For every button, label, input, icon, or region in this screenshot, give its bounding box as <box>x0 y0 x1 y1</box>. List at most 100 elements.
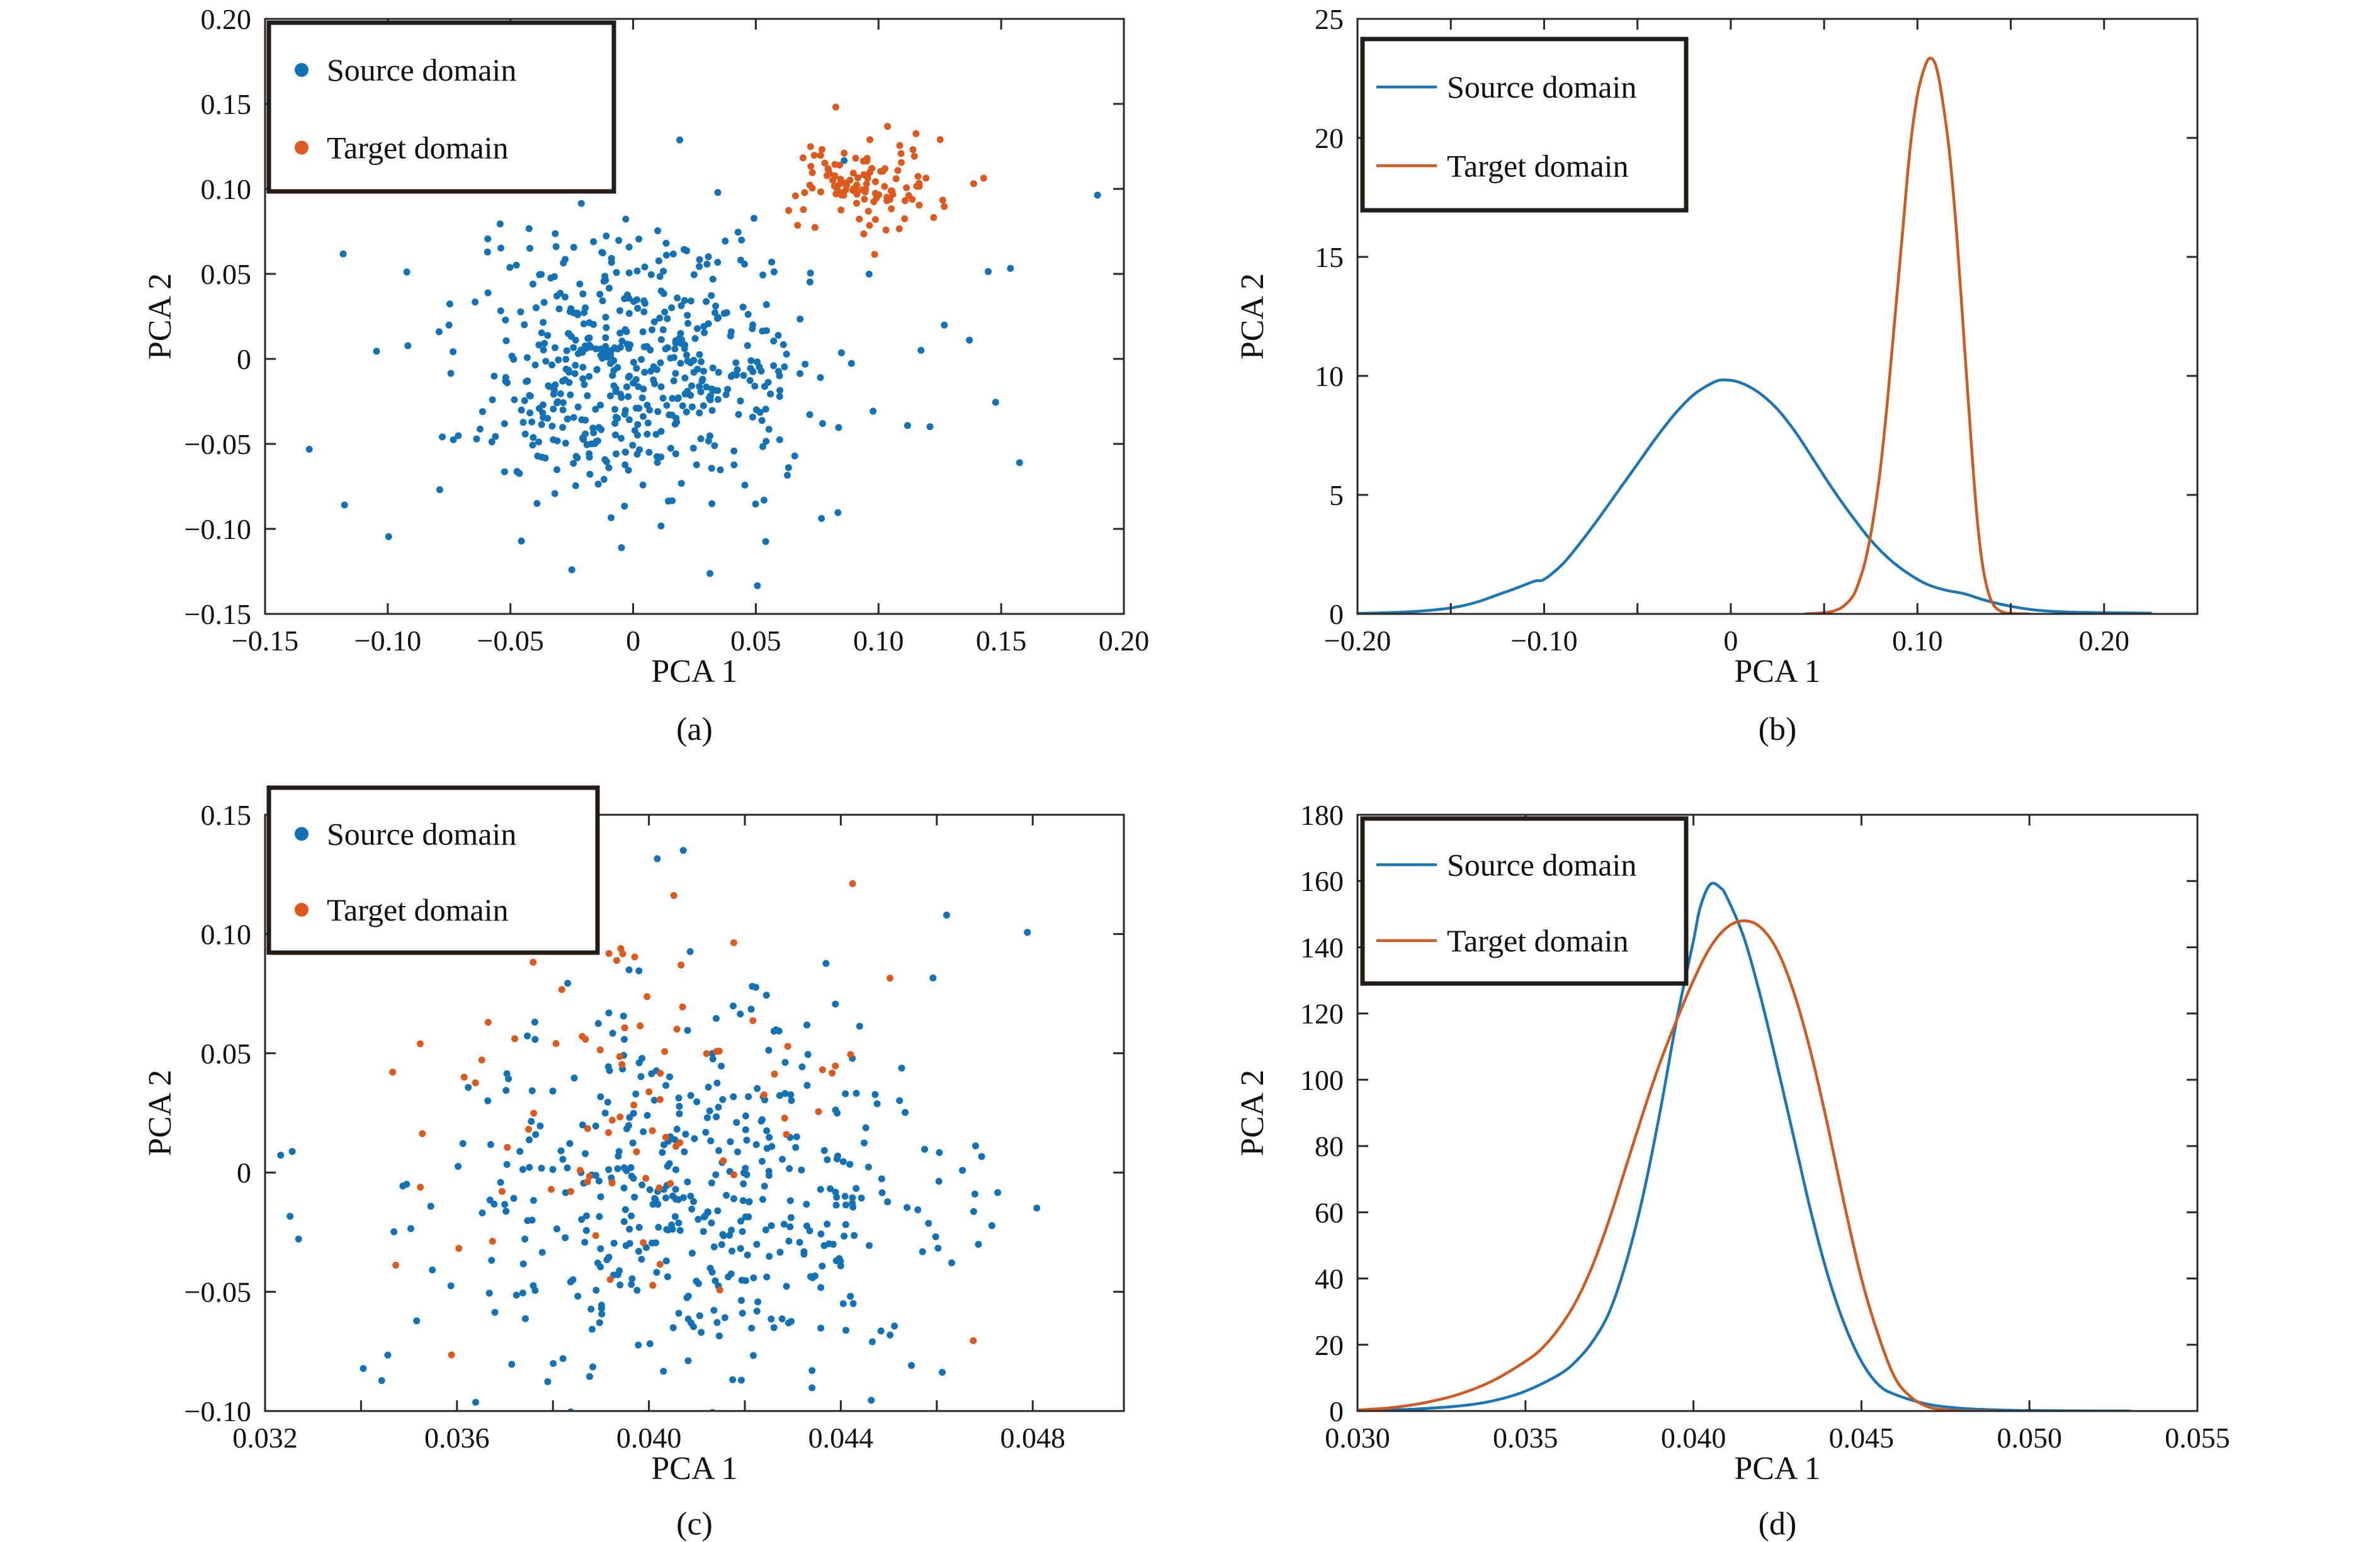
data-point <box>742 1126 749 1133</box>
data-point <box>871 251 878 258</box>
data-point <box>669 395 676 402</box>
data-point <box>632 404 640 412</box>
data-point <box>841 1193 849 1199</box>
data-point <box>657 383 665 390</box>
data-point <box>532 304 540 312</box>
data-point <box>436 486 443 494</box>
data-point <box>501 1200 509 1208</box>
data-point <box>485 1289 493 1296</box>
data-point <box>819 145 825 153</box>
data-point <box>631 953 638 960</box>
data-point <box>671 1213 679 1220</box>
data-point <box>804 1050 812 1058</box>
data-point <box>727 1138 734 1145</box>
plot-area <box>277 846 1041 1411</box>
data-point <box>807 162 815 170</box>
data-point <box>705 320 712 327</box>
data-point <box>616 1267 623 1274</box>
data-point <box>776 1091 783 1099</box>
data-point <box>678 336 686 344</box>
data-point <box>753 1240 761 1248</box>
data-point <box>550 387 558 394</box>
data-point <box>686 948 694 955</box>
data-point <box>612 431 619 439</box>
data-point <box>708 1219 715 1227</box>
data-point <box>413 1317 421 1324</box>
data-point <box>586 334 593 342</box>
data-point <box>455 1244 463 1252</box>
scatter-series-target <box>785 103 987 258</box>
y-tick-label: 100 <box>1300 1063 1344 1096</box>
data-point <box>684 1026 691 1034</box>
data-point <box>615 237 623 244</box>
data-point <box>513 261 520 269</box>
x-axis-label: PCA 1 <box>651 1451 737 1487</box>
data-point <box>572 453 580 460</box>
data-point <box>861 187 869 194</box>
data-point <box>531 1035 539 1043</box>
data-point <box>696 351 703 358</box>
data-point <box>602 343 609 350</box>
data-point <box>824 1155 831 1163</box>
data-point <box>639 328 647 336</box>
data-point <box>739 1196 747 1204</box>
data-point <box>536 271 543 278</box>
data-point <box>567 1188 575 1195</box>
data-point <box>734 366 741 373</box>
data-point <box>757 1117 765 1125</box>
data-point <box>592 1286 600 1294</box>
data-point <box>970 180 977 188</box>
data-point <box>373 348 380 355</box>
data-point <box>910 152 918 160</box>
data-point <box>896 142 904 149</box>
data-point <box>562 439 569 447</box>
data-point <box>670 354 677 361</box>
data-point <box>833 1155 841 1162</box>
data-point <box>670 892 677 899</box>
density-curve-target <box>1357 919 1998 1411</box>
data-point <box>446 300 453 308</box>
data-point <box>544 1378 552 1385</box>
data-point <box>619 950 626 957</box>
data-point <box>553 466 560 473</box>
data-point <box>841 157 848 164</box>
data-point <box>807 269 814 277</box>
data-point <box>550 405 557 413</box>
data-point <box>647 271 655 278</box>
data-point <box>549 1165 557 1173</box>
data-point <box>603 458 610 465</box>
data-point <box>700 1227 707 1235</box>
plot-area <box>305 103 1101 589</box>
data-point <box>803 1200 810 1208</box>
data-point <box>643 1111 651 1119</box>
data-point <box>277 1151 285 1159</box>
data-point <box>625 373 632 381</box>
data-point <box>559 1354 567 1362</box>
data-point <box>653 453 660 460</box>
data-point <box>832 1062 839 1069</box>
data-point <box>662 1194 669 1201</box>
data-point <box>657 522 665 530</box>
y-tick-label: 0.15 <box>201 799 252 831</box>
data-point <box>665 1226 672 1233</box>
data-point <box>644 419 652 427</box>
data-point <box>616 1281 624 1288</box>
y-tick-label: 20 <box>1315 1329 1344 1361</box>
data-point <box>611 419 619 427</box>
data-point <box>770 362 778 370</box>
data-point <box>759 271 767 279</box>
data-point <box>820 1147 828 1154</box>
data-point <box>574 403 582 411</box>
data-point <box>786 1223 794 1230</box>
chart-c-canvas: 0.032 0.036 0.040 0.044 0.048 −0.10 −0.05 0 0.05… <box>0 771 1190 1542</box>
data-point <box>710 1307 718 1313</box>
data-point <box>709 364 717 371</box>
data-point <box>649 326 655 334</box>
data-point <box>737 1217 745 1225</box>
data-point <box>687 1091 694 1099</box>
data-point <box>821 159 829 167</box>
data-point <box>853 200 860 207</box>
data-point <box>817 152 824 159</box>
data-point <box>824 166 832 173</box>
data-point <box>596 1318 603 1326</box>
